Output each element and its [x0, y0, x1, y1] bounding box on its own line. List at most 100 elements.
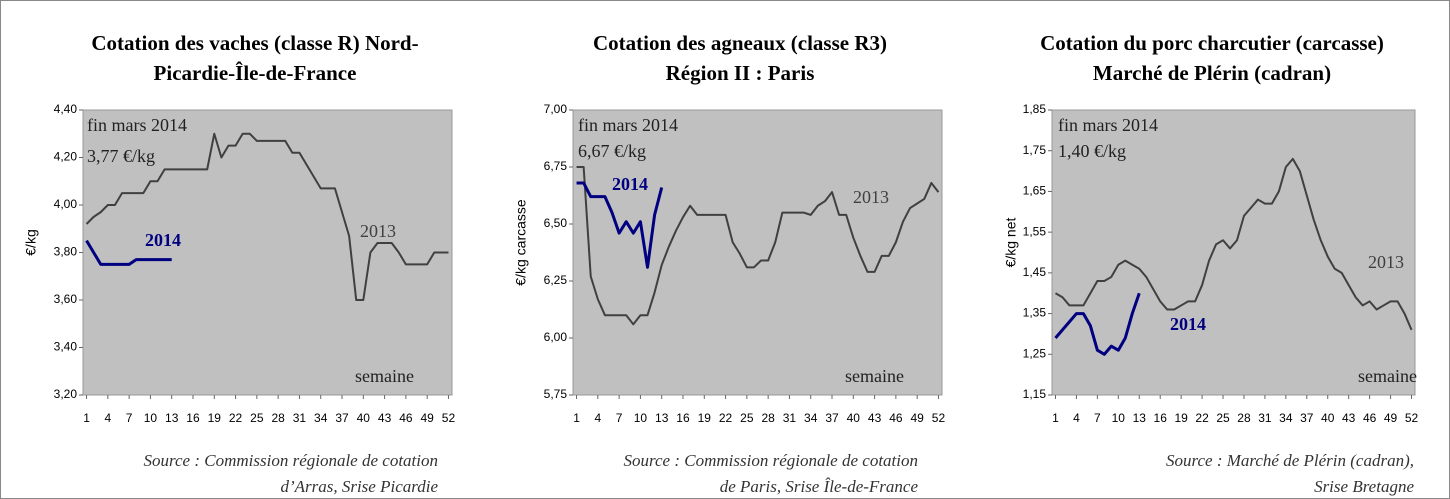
- y-tick-label: 1,35: [1023, 306, 1047, 320]
- y-axis-label: €/kg carcasse: [513, 199, 529, 286]
- x-tick-label: 19: [208, 411, 222, 425]
- x-tick-label: 52: [442, 411, 456, 425]
- y-tick-label: 1,55: [1023, 224, 1047, 238]
- series-label: 2014: [612, 174, 648, 194]
- chart-title: Cotation du porc charcutier (carcasse): [1040, 31, 1384, 55]
- y-tick-label: 7,00: [544, 102, 568, 116]
- x-tick-label: 46: [889, 411, 903, 425]
- source-note: d’Arras, Srise Picardie: [280, 477, 438, 496]
- x-tick-label: 13: [165, 411, 179, 425]
- y-tick-label: 4,20: [54, 150, 78, 164]
- x-tick-label: 10: [1112, 411, 1126, 425]
- y-tick-label: 3,20: [54, 387, 78, 401]
- y-tick-label: 6,75: [544, 159, 568, 173]
- annotation: fin mars 2014: [1058, 115, 1158, 135]
- annotation: semaine: [355, 366, 414, 386]
- x-tick-label: 28: [761, 411, 775, 425]
- y-tick-label: 5,75: [544, 387, 568, 401]
- x-tick-label: 7: [1094, 411, 1101, 425]
- annotation: 3,77 €/kg: [87, 146, 155, 166]
- y-axis-label: €/kg net: [1003, 217, 1019, 267]
- x-tick-label: 49: [910, 411, 924, 425]
- line-series: [85, 239, 172, 266]
- x-tick-label: 34: [1279, 411, 1293, 425]
- series-label: 2014: [145, 230, 181, 250]
- x-tick-label: 28: [1237, 411, 1251, 425]
- x-tick-label: 10: [634, 411, 648, 425]
- x-tick-label: 28: [271, 411, 285, 425]
- y-tick-label: 1,65: [1023, 184, 1047, 198]
- plot-area: [82, 109, 453, 396]
- x-tick-label: 7: [126, 411, 133, 425]
- source-note: Source : Marché de Plérin (cadran),: [1166, 451, 1414, 470]
- x-tick-label: 43: [868, 411, 882, 425]
- x-tick-label: 31: [783, 411, 797, 425]
- x-tick-label: 34: [314, 411, 328, 425]
- source-note: de Paris, Srise Île-de-France: [720, 477, 919, 496]
- annotation: 1,40 €/kg: [1058, 141, 1126, 161]
- x-tick-label: 40: [1321, 411, 1335, 425]
- x-tick-label: 22: [1195, 411, 1209, 425]
- source-note: Srise Bretagne: [1314, 477, 1414, 496]
- x-tick-label: 49: [1384, 411, 1398, 425]
- x-tick-label: 25: [250, 411, 264, 425]
- x-tick-label: 46: [399, 411, 413, 425]
- y-tick-label: 6,00: [544, 330, 568, 344]
- x-tick-label: 31: [293, 411, 307, 425]
- x-tick-label: 43: [378, 411, 392, 425]
- line-series: [85, 132, 449, 301]
- x-tick-label: 22: [229, 411, 243, 425]
- x-tick-label: 52: [932, 411, 946, 425]
- y-tick-label: 6,50: [544, 216, 568, 230]
- plot-area: [572, 109, 943, 396]
- y-tick-label: 3,60: [54, 292, 78, 306]
- chart-title: Cotation des agneaux (classe R3): [593, 31, 887, 55]
- x-tick-label: 43: [1342, 411, 1356, 425]
- x-tick-label: 16: [186, 411, 200, 425]
- y-tick-label: 1,45: [1023, 265, 1047, 279]
- chart-title: Marché de Plérin (cadran): [1093, 61, 1331, 85]
- x-tick-label: 4: [594, 411, 601, 425]
- y-tick-label: 6,25: [544, 273, 568, 287]
- series-label: 2013: [1368, 252, 1404, 272]
- x-tick-label: 1: [83, 411, 90, 425]
- line-series: [1054, 157, 1413, 331]
- annotation: semaine: [845, 366, 904, 386]
- x-tick-label: 40: [357, 411, 371, 425]
- y-axis-label: €/kg: [23, 229, 39, 255]
- y-tick-label: 1,85: [1023, 102, 1047, 116]
- x-tick-label: 37: [1300, 411, 1314, 425]
- x-tick-label: 37: [825, 411, 839, 425]
- x-tick-label: 37: [335, 411, 349, 425]
- chart-title: Picardie-Île-de-France: [154, 61, 357, 85]
- line-series: [576, 181, 664, 269]
- series-label: 2014: [1170, 314, 1206, 334]
- x-tick-label: 22: [719, 411, 733, 425]
- source-note: Source : Commission régionale de cotatio…: [144, 451, 438, 470]
- y-tick-label: 3,80: [54, 245, 78, 259]
- x-tick-label: 7: [616, 411, 623, 425]
- x-tick-label: 49: [420, 411, 434, 425]
- y-tick-label: 3,40: [54, 340, 78, 354]
- series-label: 2013: [853, 187, 889, 207]
- x-tick-label: 25: [1216, 411, 1230, 425]
- x-tick-label: 4: [104, 411, 111, 425]
- annotation: semaine: [1358, 366, 1417, 386]
- chart-title: Cotation des vaches (classe R) Nord-: [91, 31, 418, 55]
- x-tick-label: 40: [847, 411, 861, 425]
- x-tick-label: 16: [1154, 411, 1168, 425]
- chart-title: Région II : Paris: [666, 61, 815, 85]
- y-tick-label: 4,00: [54, 197, 78, 211]
- x-tick-label: 19: [1174, 411, 1188, 425]
- x-tick-label: 1: [573, 411, 580, 425]
- series-label: 2013: [360, 221, 396, 241]
- y-tick-label: 1,75: [1023, 143, 1047, 157]
- y-tick-label: 1,15: [1023, 387, 1047, 401]
- x-tick-label: 10: [144, 411, 158, 425]
- x-tick-label: 13: [655, 411, 669, 425]
- x-tick-label: 1: [1052, 411, 1059, 425]
- x-tick-label: 46: [1363, 411, 1377, 425]
- annotation: fin mars 2014: [87, 115, 187, 135]
- source-note: Source : Commission régionale de cotatio…: [624, 451, 918, 470]
